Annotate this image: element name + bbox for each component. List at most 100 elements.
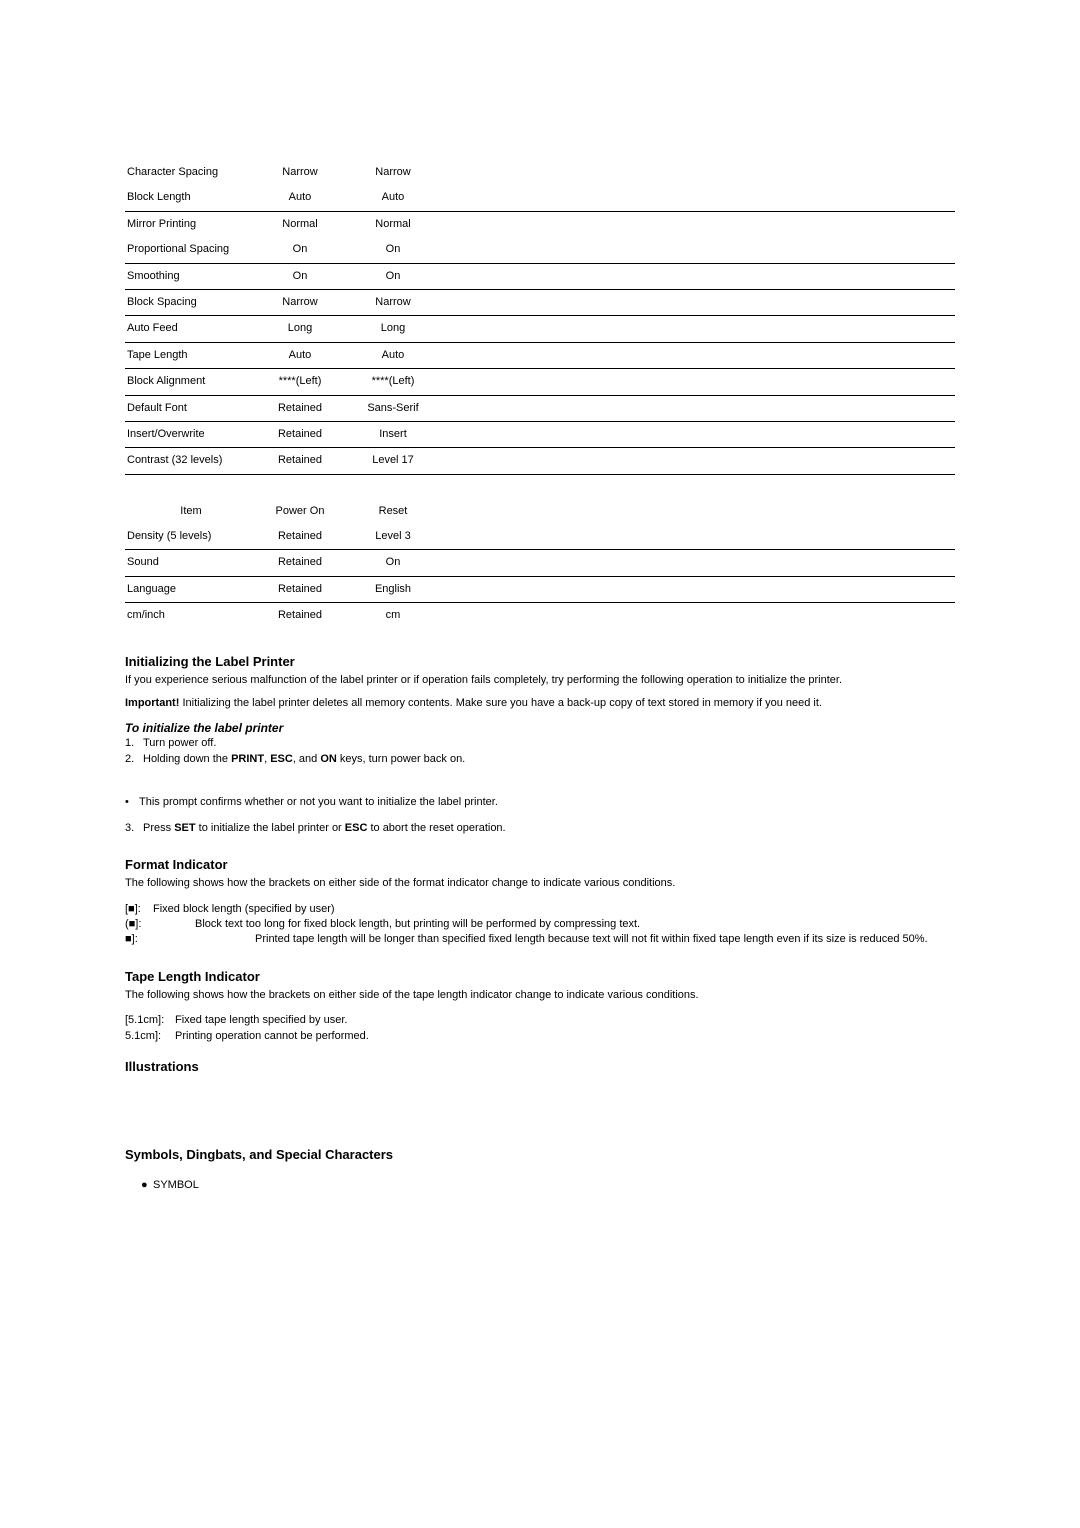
init-bullet: • This prompt confirms whether or not yo…: [125, 795, 955, 810]
cell-poweron: Auto: [255, 190, 345, 205]
col-header-poweron: Power On: [255, 504, 345, 519]
table-row: Density (5 levels)RetainedLevel 3: [125, 524, 955, 550]
symbol-dot-icon: ●: [141, 1178, 153, 1193]
bullet-icon: •: [125, 795, 139, 810]
cell-poweron: Retained: [255, 555, 345, 570]
tape-indicator-list: [5.1cm]:Fixed tape length specified by u…: [125, 1013, 955, 1044]
cell-item: Contrast (32 levels): [125, 453, 255, 468]
cell-poweron: Long: [255, 321, 345, 336]
cell-poweron: Narrow: [255, 165, 345, 180]
cell-reset: On: [345, 242, 435, 257]
table-header: Item Power On Reset: [125, 499, 955, 524]
tape-p: The following shows how the brackets on …: [125, 988, 955, 1003]
table-row: Mirror PrintingNormalNormal: [125, 212, 955, 237]
tape-desc: Fixed tape length specified by user.: [175, 1013, 347, 1028]
table-row: LanguageRetainedEnglish: [125, 577, 955, 603]
symbol-bullet: ● SYMBOL: [125, 1178, 955, 1193]
table-row: cm/inchRetainedcm: [125, 603, 955, 628]
format-desc: Block text too long for fixed block leng…: [195, 917, 640, 932]
cell-item: Density (5 levels): [125, 529, 255, 544]
cell-reset: Normal: [345, 217, 435, 232]
bullet-text: This prompt confirms whether or not you …: [139, 795, 498, 810]
cell-poweron: Retained: [255, 401, 345, 416]
cell-item: Block Alignment: [125, 374, 255, 389]
important-text: Initializing the label printer deletes a…: [179, 697, 822, 709]
step1-text: Turn power off.: [143, 736, 216, 751]
step-3-wrap: 3. Press SET to initialize the label pri…: [125, 821, 955, 836]
format-indicator-row: (■]:Block text too long for fixed block …: [125, 917, 955, 932]
cell-item: Character Spacing: [125, 165, 255, 180]
table-row: Proportional SpacingOnOn: [125, 237, 955, 263]
table-row: Block SpacingNarrowNarrow: [125, 290, 955, 316]
tape-symbol: [5.1cm]:: [125, 1013, 175, 1028]
cell-poweron: Retained: [255, 427, 345, 442]
table-row: SmoothingOnOn: [125, 264, 955, 290]
cell-poweron: Narrow: [255, 295, 345, 310]
cell-poweron: Retained: [255, 529, 345, 544]
step1-num: 1.: [125, 736, 143, 751]
col-header-reset: Reset: [345, 504, 435, 519]
settings-table-2: Item Power On Reset Density (5 levels)Re…: [125, 499, 955, 629]
cell-reset: Auto: [345, 190, 435, 205]
cell-item: cm/inch: [125, 608, 255, 623]
cell-reset: Level 3: [345, 529, 435, 544]
step-1: 1. Turn power off.: [125, 736, 955, 751]
init-subheading: To initialize the label printer: [125, 720, 955, 737]
format-heading: Format Indicator: [125, 856, 955, 874]
step3-num: 3.: [125, 821, 143, 836]
tape-indicator-row: 5.1cm]:Printing operation cannot be perf…: [125, 1029, 955, 1044]
format-indicator-row: ■]:Printed tape length will be longer th…: [125, 932, 955, 947]
init-important: Important! Initializing the label printe…: [125, 696, 955, 711]
cell-reset: Insert: [345, 427, 435, 442]
cell-reset: ****(Left): [345, 374, 435, 389]
table-row: Auto FeedLongLong: [125, 316, 955, 342]
table-row: SoundRetainedOn: [125, 550, 955, 576]
cell-item: Block Spacing: [125, 295, 255, 310]
illustrations-heading: Illustrations: [125, 1058, 955, 1076]
table-row: Default FontRetainedSans-Serif: [125, 396, 955, 422]
table-row: Tape LengthAutoAuto: [125, 343, 955, 369]
cell-reset: English: [345, 582, 435, 597]
table-row: Block LengthAutoAuto: [125, 185, 955, 211]
tape-symbol: 5.1cm]:: [125, 1029, 175, 1044]
format-indicator-list: [■]:Fixed block length (specified by use…: [125, 902, 955, 948]
cell-poweron: On: [255, 242, 345, 257]
cell-reset: Narrow: [345, 295, 435, 310]
cell-item: Auto Feed: [125, 321, 255, 336]
cell-item: Sound: [125, 555, 255, 570]
step3-text: Press SET to initialize the label printe…: [143, 821, 506, 836]
cell-item: Language: [125, 582, 255, 597]
cell-reset: On: [345, 269, 435, 284]
init-heading: Initializing the Label Printer: [125, 653, 955, 671]
cell-reset: cm: [345, 608, 435, 623]
init-p1: If you experience serious malfunction of…: [125, 673, 955, 688]
symbols-heading: Symbols, Dingbats, and Special Character…: [125, 1146, 955, 1164]
cell-poweron: Retained: [255, 608, 345, 623]
cell-reset: Narrow: [345, 165, 435, 180]
table-row: Insert/OverwriteRetainedInsert: [125, 422, 955, 448]
cell-item: Tape Length: [125, 348, 255, 363]
format-symbol: [■]:: [125, 902, 153, 917]
important-label: Important!: [125, 697, 179, 709]
cell-item: Default Font: [125, 401, 255, 416]
settings-table-1: Character SpacingNarrowNarrowBlock Lengt…: [125, 160, 955, 475]
step-2: 2. Holding down the PRINT, ESC, and ON k…: [125, 752, 955, 767]
cell-poweron: Auto: [255, 348, 345, 363]
table-row: Contrast (32 levels)RetainedLevel 17: [125, 448, 955, 474]
cell-reset: Level 17: [345, 453, 435, 468]
cell-reset: Auto: [345, 348, 435, 363]
step2-num: 2.: [125, 752, 143, 767]
cell-poweron: ****(Left): [255, 374, 345, 389]
cell-poweron: Retained: [255, 582, 345, 597]
format-symbol: (■]:: [125, 917, 195, 932]
cell-poweron: Normal: [255, 217, 345, 232]
tape-heading: Tape Length Indicator: [125, 968, 955, 986]
format-desc: Fixed block length (specified by user): [153, 902, 335, 917]
cell-poweron: Retained: [255, 453, 345, 468]
init-steps: 1. Turn power off. 2. Holding down the P…: [125, 736, 955, 767]
table-row: Character SpacingNarrowNarrow: [125, 160, 955, 185]
cell-item: Insert/Overwrite: [125, 427, 255, 442]
cell-reset: Sans-Serif: [345, 401, 435, 416]
cell-reset: On: [345, 555, 435, 570]
cell-poweron: On: [255, 269, 345, 284]
